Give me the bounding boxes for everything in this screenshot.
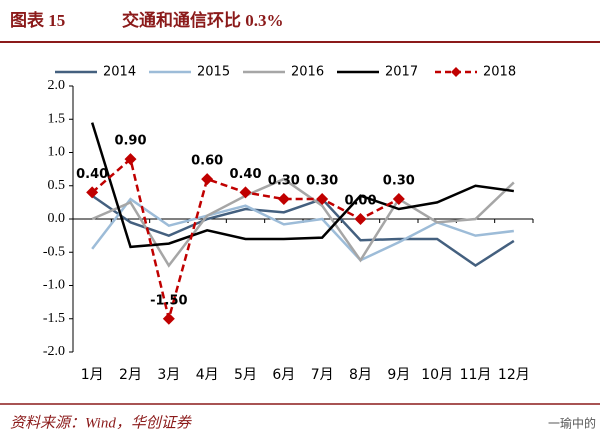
figure-number: 图表 15: [10, 10, 65, 30]
marker: [201, 173, 214, 186]
marker: [162, 312, 175, 325]
y-tick-label: 0.5: [48, 178, 66, 193]
legend-label: 2014: [103, 65, 136, 80]
legend-label: 2017: [385, 65, 418, 80]
marker: [124, 153, 137, 166]
value-label: 0.30: [383, 174, 415, 189]
y-tick-label: -1.5: [43, 311, 65, 326]
y-tick-label: 1.0: [48, 145, 66, 160]
x-tick-label: 8月: [349, 367, 372, 383]
x-tick-label: 6月: [272, 367, 295, 383]
value-label: 0.30: [268, 174, 300, 189]
watermark: 一瑜中的: [548, 416, 596, 431]
marker: [86, 186, 99, 199]
x-tick-label: 4月: [196, 367, 219, 383]
x-tick-label: 5月: [234, 367, 257, 383]
chart-title: 交通和通信环比 0.3%: [122, 10, 284, 30]
x-tick-label: 10月: [421, 367, 453, 383]
marker: [316, 193, 329, 206]
x-tick-label: 1月: [81, 367, 104, 383]
marker: [392, 193, 405, 206]
value-label: 0.00: [344, 194, 376, 209]
series-line: [91, 194, 515, 268]
value-label: 0.60: [191, 154, 223, 169]
x-tick-label: 2月: [119, 367, 142, 383]
y-tick-label: 2.0: [48, 78, 66, 93]
legend-label: 2015: [197, 65, 230, 80]
series-line: [90, 122, 515, 249]
value-label: 0.30: [306, 174, 338, 189]
value-label: 0.90: [114, 134, 146, 149]
marker: [239, 186, 252, 199]
x-tick-label: 11月: [460, 367, 492, 383]
x-tick-label: 12月: [498, 367, 530, 383]
legend-marker: [451, 67, 461, 77]
x-tick-label: 3月: [157, 367, 180, 383]
legend-label: 2016: [291, 65, 324, 80]
series-line: [91, 177, 515, 268]
value-label: -1.50: [150, 293, 187, 308]
value-label: 0.40: [76, 167, 108, 182]
x-tick-label: 7月: [311, 367, 334, 383]
marker: [277, 193, 290, 206]
y-tick-label: 1.5: [48, 111, 66, 126]
y-tick-label: -2.0: [43, 344, 65, 359]
x-tick-label: 9月: [387, 367, 410, 383]
y-tick-label: -0.5: [43, 244, 65, 259]
y-tick-label: -1.0: [43, 278, 65, 293]
source: 资料来源：Wind，华创证券: [10, 414, 192, 431]
marker: [354, 213, 367, 225]
y-tick-label: 0.0: [48, 211, 66, 226]
legend-label: 2018: [483, 65, 516, 80]
series-line: [91, 197, 514, 262]
value-label: 0.40: [229, 167, 261, 182]
